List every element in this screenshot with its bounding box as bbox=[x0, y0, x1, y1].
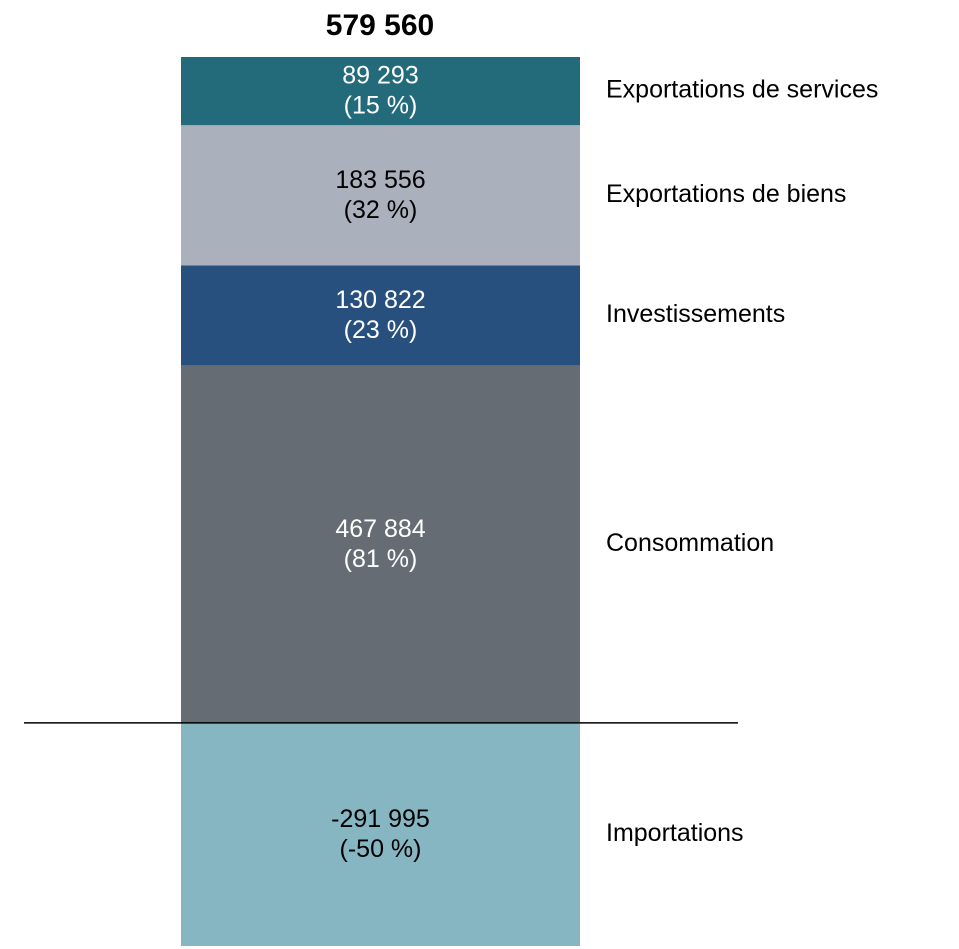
bar-segment bbox=[181, 265, 580, 366]
legend-label: Exportations de services bbox=[606, 76, 878, 104]
bar-segment bbox=[181, 722, 580, 946]
percent-label: (-50 %) bbox=[340, 835, 422, 863]
legend-label: Consommation bbox=[606, 529, 774, 557]
total-label: 579 560 bbox=[326, 9, 434, 42]
value-label: -291 995 bbox=[331, 805, 430, 833]
legend-label: Importations bbox=[606, 819, 744, 847]
legend-label: Investissements bbox=[606, 300, 785, 328]
percent-label: (32 %) bbox=[344, 196, 418, 224]
bar-segment bbox=[181, 125, 580, 266]
value-label: 467 884 bbox=[335, 515, 425, 543]
bar-segment bbox=[181, 365, 580, 723]
percent-label: (81 %) bbox=[344, 545, 418, 573]
value-label: 89 293 bbox=[342, 62, 418, 90]
percent-label: (23 %) bbox=[344, 316, 418, 344]
bar-segment bbox=[181, 57, 580, 126]
value-label: 183 556 bbox=[335, 166, 425, 194]
legend-label: Exportations de biens bbox=[606, 180, 846, 208]
percent-label: (15 %) bbox=[344, 92, 418, 120]
value-label: 130 822 bbox=[335, 286, 425, 314]
